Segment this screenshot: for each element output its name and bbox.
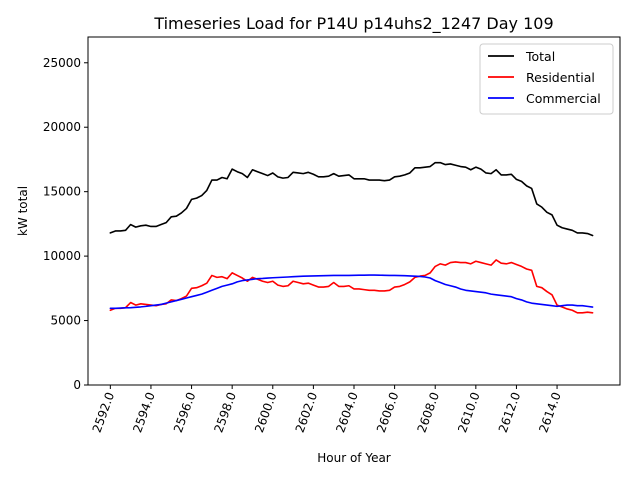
chart-title: Timeseries Load for P14U p14uhs2_1247 Da… [153,14,553,34]
legend-label-commercial: Commercial [526,91,601,106]
y-tick-label: 10000 [43,249,81,263]
y-tick-label: 25000 [43,56,81,70]
x-axis-label: Hour of Year [317,451,391,465]
series-line-total [109,161,594,237]
y-tick-label: 5000 [50,314,81,328]
legend-label-total: Total [525,49,555,64]
series-line-residential [109,259,594,314]
y-tick-label: 15000 [43,185,81,199]
y-tick-label: 20000 [43,120,81,134]
y-tick-label: 0 [73,378,81,392]
y-axis-label: kW total [16,186,30,236]
legend-label-residential: Residential [526,70,595,85]
legend-box [479,43,614,115]
series-line-commercial [109,274,594,310]
legend: Total Residential Commercial [479,43,614,115]
